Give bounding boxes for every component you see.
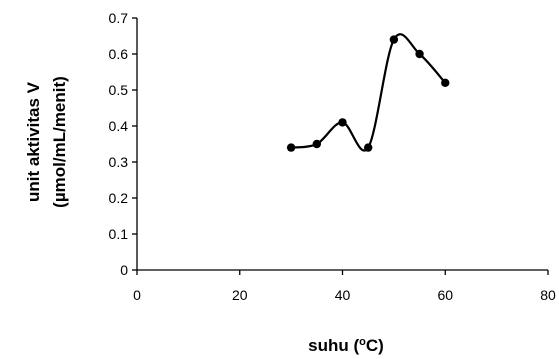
axes: 0 0.1 0.2 0.3 0.4 0.5 0.6 0.7 0 20 40 60 80 bbox=[109, 10, 556, 303]
plot-area bbox=[286, 33, 450, 152]
data-point bbox=[415, 49, 424, 59]
x-tick-label: 0 bbox=[133, 287, 141, 303]
data-point bbox=[312, 139, 322, 149]
x-tick-label: 40 bbox=[335, 287, 351, 303]
data-point bbox=[363, 143, 373, 152]
y-axis-title: unit aktivitas V (µmol/mL/menit) bbox=[24, 76, 69, 208]
x-axis-title: suhu (oC) bbox=[308, 336, 384, 355]
x-tick-label: 20 bbox=[232, 287, 248, 303]
data-point bbox=[338, 118, 347, 127]
y-axis-title-line2: (µmol/mL/menit) bbox=[50, 76, 69, 208]
y-tick-label: 0.4 bbox=[109, 118, 129, 134]
y-tick-label: 0.2 bbox=[109, 190, 129, 206]
y-tick-label: 0.6 bbox=[109, 46, 129, 62]
y-tick-label: 0.1 bbox=[109, 226, 129, 242]
y-tick-label: 0.5 bbox=[109, 82, 129, 98]
y-tick-label: 0.7 bbox=[109, 10, 129, 26]
x-axis-title-sup: o bbox=[359, 336, 366, 348]
x-axis-title-main: suhu ( bbox=[308, 336, 359, 355]
y-tick-label: 0 bbox=[120, 262, 128, 278]
y-tick-label: 0.3 bbox=[109, 154, 129, 170]
data-point bbox=[286, 143, 296, 152]
x-tick-label: 80 bbox=[540, 287, 556, 303]
data-point bbox=[389, 35, 399, 44]
data-point bbox=[441, 78, 450, 88]
x-tick-label: 60 bbox=[437, 287, 453, 303]
y-axis-title-line1: unit aktivitas V bbox=[24, 81, 43, 202]
x-axis-title-end: C) bbox=[366, 336, 384, 355]
